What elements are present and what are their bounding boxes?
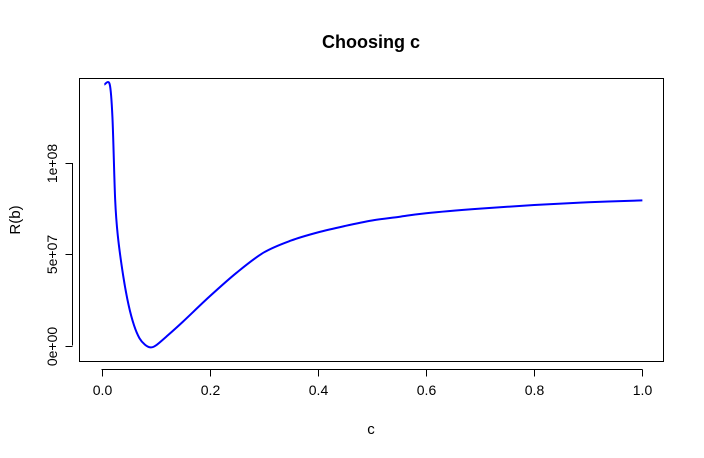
x-tick-label: 0.0 [93,382,113,398]
x-axis-label: c [367,421,375,438]
y-axis-label: R(b) [7,205,24,234]
x-tick-label: 0.6 [417,382,437,398]
y-tick-label: 1e+08 [44,144,60,184]
x-tick-label: 0.2 [201,382,221,398]
plot-area [79,78,664,362]
x-axis: 0.0 0.2 0.4 0.6 0.8 1.0 [93,369,653,398]
series-line [103,81,643,349]
x-tick-label: 1.0 [633,382,653,398]
series-layer [103,81,643,349]
y-tick-label: 0e+00 [44,327,60,367]
x-tick-label: 0.8 [525,382,545,398]
chart-title: Choosing c [322,32,420,52]
y-tick-label: 5e+07 [44,235,60,275]
x-tick-label: 0.4 [309,382,329,398]
y-axis: 0e+00 5e+07 1e+08 [44,144,73,367]
